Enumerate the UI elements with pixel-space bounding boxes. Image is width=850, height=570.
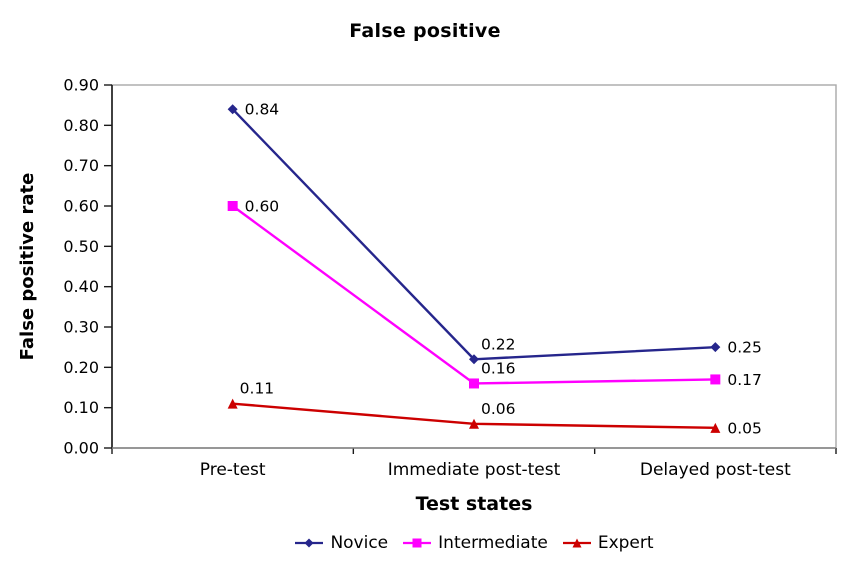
- y-tick-label: 0.90: [63, 76, 99, 95]
- y-tick-label: 0.30: [63, 318, 99, 337]
- legend: Novice Intermediate Expert: [112, 533, 836, 553]
- series-novice: 0.84 0.22 0.25: [227, 101, 762, 365]
- legend-item-intermediate: Intermediate: [402, 533, 548, 553]
- legend-item-novice: Novice: [294, 533, 388, 553]
- data-label: 0.60: [245, 198, 280, 216]
- series-intermediate: 0.60 0.16 0.17: [227, 198, 762, 389]
- y-tick-label: 0.40: [63, 277, 99, 296]
- data-point: [710, 374, 721, 385]
- data-label: 0.22: [481, 335, 516, 353]
- data-point: [227, 104, 238, 115]
- legend-marker: [304, 538, 314, 548]
- series-line-novice: [231, 108, 716, 361]
- y-tick-label: 0.60: [63, 197, 99, 216]
- x-category-label: Delayed post-test: [640, 460, 791, 480]
- data-label: 0.06: [481, 400, 516, 418]
- legend-item-expert: Expert: [562, 533, 654, 553]
- x-axis-title: Test states: [415, 493, 533, 515]
- y-axis-title: False positive rate: [17, 173, 38, 361]
- y-tick-label: 0.80: [63, 116, 99, 135]
- data-point: [227, 201, 238, 211]
- plot-frame: [111, 84, 837, 449]
- series-expert: 0.11 0.06 0.05: [227, 380, 762, 437]
- data-point: [469, 378, 479, 389]
- data-label: 0.05: [727, 419, 762, 437]
- data-point: [710, 342, 721, 353]
- data-label: 0.11: [240, 380, 275, 398]
- y-tick-label: 0.50: [63, 237, 99, 256]
- data-label: 0.17: [727, 371, 762, 389]
- triangle-marker-icon: [562, 538, 591, 548]
- data-point: [469, 418, 479, 429]
- data-label: 0.16: [481, 359, 516, 377]
- data-point: [227, 398, 238, 409]
- data-point: [469, 354, 479, 365]
- y-tick-label: 0.00: [63, 439, 99, 458]
- data-label: 0.84: [245, 101, 280, 119]
- y-tick-label: 0.10: [63, 398, 99, 417]
- legend-marker: [572, 538, 582, 548]
- data-label: 0.25: [727, 339, 762, 357]
- plot-area: 0.00 0.10 0.20 0.30 0.40 0.50 0.60 0.70 0.80 0.90…: [17, 76, 837, 480]
- legend-label: Expert: [597, 533, 654, 553]
- y-tick-label: 0.20: [63, 358, 99, 377]
- diamond-marker-icon: [295, 538, 324, 548]
- legend-marker: [412, 538, 422, 548]
- chart-title: False positive: [349, 20, 501, 42]
- legend-label: Intermediate: [438, 533, 548, 553]
- square-marker-icon: [403, 538, 432, 548]
- x-category-label: Pre-test: [200, 460, 266, 480]
- y-tick-label: 0.70: [63, 156, 99, 175]
- data-point: [710, 422, 721, 433]
- legend-label: Novice: [330, 533, 389, 553]
- x-category-label: Immediate post-test: [388, 460, 561, 480]
